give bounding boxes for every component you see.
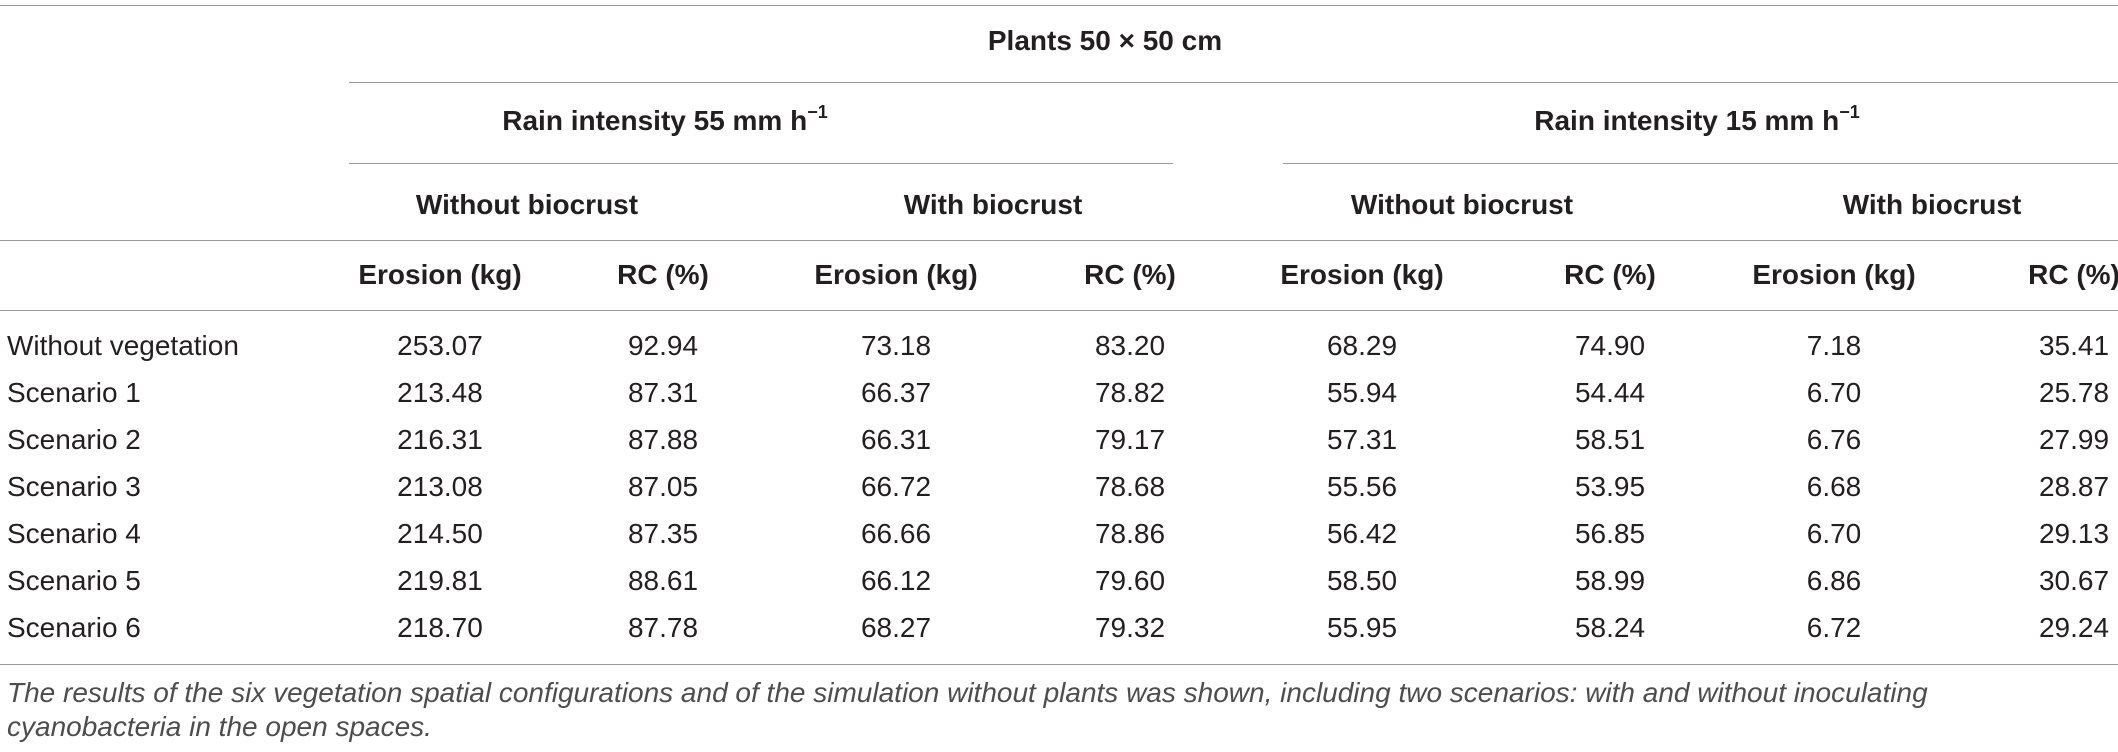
subgroup-header-with-biocrust-15: With biocrust: [1842, 189, 2022, 220]
column-header: RC (%): [1564, 259, 1656, 290]
table-cell: 58.24: [1574, 612, 1646, 643]
table-cell: 213.48: [397, 377, 483, 408]
table-cell: 66.37: [860, 377, 932, 408]
table-cell: 92.94: [627, 330, 699, 361]
table-cell: 66.66: [860, 518, 932, 549]
column-header: Erosion (kg): [358, 259, 522, 290]
table-cell: 56.85: [1574, 518, 1646, 549]
table-cell: 213.08: [397, 471, 483, 502]
table-title: Plants 50 × 50 cm: [987, 25, 1223, 56]
column-header: RC (%): [1084, 259, 1176, 290]
row-label: Scenario 1: [7, 377, 141, 408]
table-cell: 30.67: [2038, 565, 2110, 596]
table-cell: 83.20: [1094, 330, 1166, 361]
table-cell: 55.56: [1326, 471, 1398, 502]
row-label: Scenario 5: [7, 565, 141, 596]
table-cell: 66.31: [860, 424, 932, 455]
table-cell: 6.86: [1806, 565, 1862, 596]
table-cell: 87.31: [627, 377, 699, 408]
table-cell: 73.18: [860, 330, 932, 361]
table-cell: 58.50: [1326, 565, 1398, 596]
table-cell: 25.78: [2038, 377, 2110, 408]
table-cell: 53.95: [1574, 471, 1646, 502]
table-cell: 27.99: [2038, 424, 2110, 455]
table-cell: 54.44: [1574, 377, 1646, 408]
table-cell: 78.68: [1094, 471, 1166, 502]
subgroup-header-without-biocrust-55: Without biocrust: [415, 189, 639, 220]
table-cell: 35.41: [2038, 330, 2110, 361]
group-header-rain-55: Rain intensity 55 mm h−1: [502, 102, 828, 136]
table-cell: 66.72: [860, 471, 932, 502]
table-cell: 253.07: [397, 330, 483, 361]
table-cell: 87.35: [627, 518, 699, 549]
subgroup-header-with-biocrust-55: With biocrust: [903, 189, 1083, 220]
table-cell: 56.42: [1326, 518, 1398, 549]
table-cell: 74.90: [1574, 330, 1646, 361]
row-label: Scenario 6: [7, 612, 141, 643]
group-underline-55: [349, 163, 1173, 164]
row-label: Without vegetation: [7, 330, 239, 361]
table-cell: 6.76: [1806, 424, 1862, 455]
table-cell: 7.18: [1806, 330, 1862, 361]
table-cell: 216.31: [397, 424, 483, 455]
table-cell: 6.68: [1806, 471, 1862, 502]
row-label: Scenario 3: [7, 471, 141, 502]
column-header: Erosion (kg): [1752, 259, 1916, 290]
table-cell: 6.70: [1806, 518, 1862, 549]
row-label: Scenario 4: [7, 518, 141, 549]
table-cell: 87.78: [627, 612, 699, 643]
subgroup-header-without-biocrust-15: Without biocrust: [1350, 189, 1574, 220]
table-cell: 28.87: [2038, 471, 2110, 502]
table-cell: 29.13: [2038, 518, 2110, 549]
column-header: RC (%): [2028, 259, 2118, 290]
table-cell: 87.05: [627, 471, 699, 502]
table-cell: 68.27: [860, 612, 932, 643]
row-label: Scenario 2: [7, 424, 141, 455]
table-cell: 214.50: [397, 518, 483, 549]
table-caption: The results of the six vegetation spatia…: [7, 677, 1928, 742]
table-cell: 219.81: [397, 565, 483, 596]
table-cell: 58.99: [1574, 565, 1646, 596]
table-cell: 58.51: [1574, 424, 1646, 455]
group-header-rain-15: Rain intensity 15 mm h−1: [1534, 102, 1860, 136]
title-underline: [349, 82, 2118, 83]
table-cell: 66.12: [860, 565, 932, 596]
table-cell: 87.88: [627, 424, 699, 455]
column-header-underline: [0, 310, 2118, 311]
table-cell: 6.70: [1806, 377, 1862, 408]
table-cell: 55.94: [1326, 377, 1398, 408]
table-cell: 6.72: [1806, 612, 1862, 643]
table-cell: 57.31: [1326, 424, 1398, 455]
table-cell: 79.32: [1094, 612, 1166, 643]
table-cell: 55.95: [1326, 612, 1398, 643]
column-header: Erosion (kg): [1280, 259, 1444, 290]
table-cell: 79.60: [1094, 565, 1166, 596]
table-cell: 88.61: [627, 565, 699, 596]
top-rule: [0, 5, 2118, 6]
table-cell: 29.24: [2038, 612, 2110, 643]
subgroup-underline: [0, 240, 2118, 241]
table-cell: 68.29: [1326, 330, 1398, 361]
table-cell: 218.70: [397, 612, 483, 643]
column-header: RC (%): [617, 259, 709, 290]
table-cell: 79.17: [1094, 424, 1166, 455]
group-underline-15: [1283, 163, 2118, 164]
table-cell: 78.82: [1094, 377, 1166, 408]
table-bottom-rule: [0, 664, 2118, 665]
table-cell: 78.86: [1094, 518, 1166, 549]
column-header: Erosion (kg): [814, 259, 978, 290]
